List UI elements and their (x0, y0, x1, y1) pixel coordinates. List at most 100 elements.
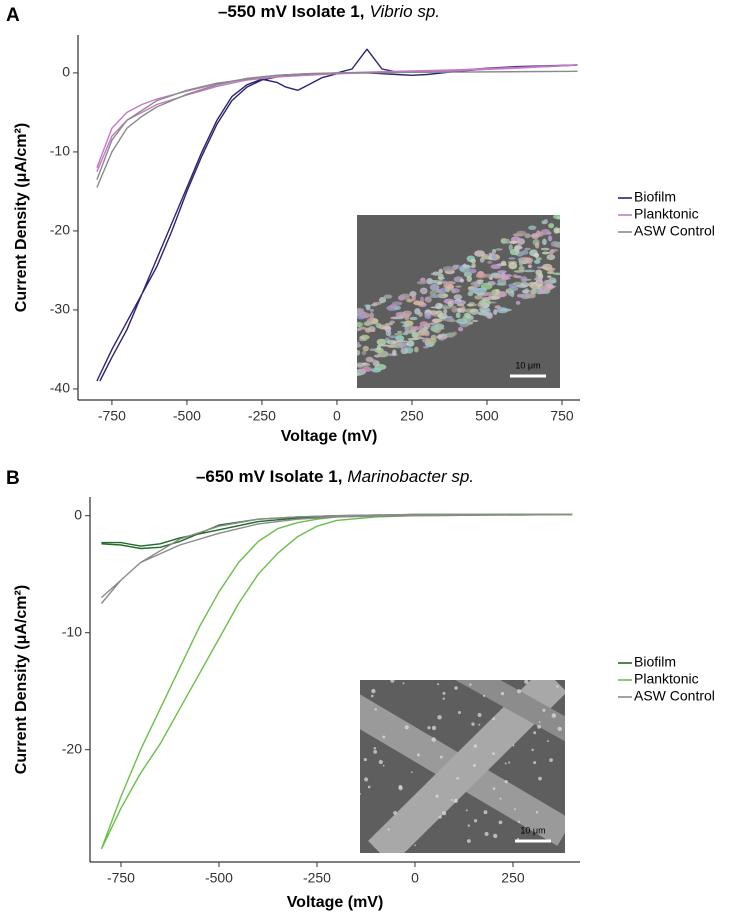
texture-blob (462, 264, 471, 269)
texture-blob (357, 349, 361, 356)
texture-blob (550, 248, 555, 254)
texture-blob (399, 293, 411, 298)
texture-speck (484, 831, 489, 837)
texture-blob (519, 260, 524, 267)
texture-blob (453, 294, 463, 300)
texture-blob (429, 290, 437, 296)
texture-blob (413, 325, 419, 331)
texture-blob (440, 333, 448, 336)
texture-blob (521, 289, 529, 294)
series-line (96, 64, 578, 172)
texture-blob (375, 323, 382, 329)
texture-blob (533, 277, 543, 281)
texture-blob (362, 362, 368, 365)
texture-speck (465, 809, 468, 812)
texture-blob (508, 286, 519, 292)
texture-blob (424, 312, 432, 319)
texture-speck (482, 694, 486, 697)
texture-blob (471, 319, 479, 323)
texture-blob (402, 310, 412, 317)
texture-blob (497, 278, 507, 285)
texture-blob (491, 272, 501, 277)
texture-speck (469, 683, 472, 686)
texture-blob (524, 233, 531, 239)
texture-blob (406, 298, 413, 303)
x-tick-label: -750 (107, 870, 135, 886)
texture-blob (357, 373, 362, 376)
texture-blob (521, 249, 529, 255)
texture-blob (524, 247, 531, 251)
texture-blob (538, 287, 547, 295)
title-main: –650 mV Isolate 1, (196, 467, 342, 486)
texture-blob (474, 250, 485, 257)
texture-blob (554, 227, 560, 234)
texture-blob (438, 268, 443, 274)
texture-speck (373, 746, 377, 750)
texture-blob (546, 254, 556, 261)
title-species: Marinobacter sp. (347, 467, 474, 486)
texture-speck (410, 771, 413, 774)
texture-blob (523, 269, 536, 273)
texture-blob (493, 309, 498, 315)
texture-speck (551, 713, 557, 718)
texture-blob (464, 312, 472, 320)
texture-blob (437, 277, 446, 280)
texture-blob (404, 347, 414, 354)
texture-speck (371, 688, 376, 694)
chart-title: –650 mV Isolate 1, Marinobacter sp. (196, 467, 474, 486)
texture-blob (376, 344, 381, 351)
texture-speck (517, 837, 520, 840)
texture-blob (429, 283, 440, 291)
texture-blob (508, 257, 516, 260)
texture-speck (437, 683, 440, 686)
texture-speck (402, 682, 405, 685)
texture-blob (520, 293, 530, 300)
texture-blob (371, 318, 379, 325)
texture-speck (492, 787, 496, 791)
texture-blob (530, 289, 537, 295)
texture-blob (480, 282, 493, 290)
x-tick-label: -250 (248, 408, 276, 424)
x-tick-label: 250 (400, 408, 424, 424)
texture-blob (544, 283, 554, 291)
texture-blob (542, 238, 547, 246)
texture-speck (363, 758, 367, 762)
y-tick-label: -20 (62, 740, 82, 756)
texture-blob (438, 338, 445, 341)
texture-speck (504, 762, 507, 765)
texture-blob (524, 257, 534, 263)
texture-blob (508, 262, 518, 270)
texture-blob (520, 276, 528, 283)
texture-blob (496, 307, 509, 314)
texture-speck (467, 824, 470, 827)
texture-blob (543, 219, 549, 224)
texture-blob (400, 342, 408, 350)
texture-blob (553, 215, 560, 220)
texture-blob (392, 349, 397, 356)
texture-blob (466, 275, 472, 283)
texture-blob (443, 317, 453, 321)
texture-blob (535, 288, 541, 295)
texture-speck (517, 820, 521, 823)
texture-blob (547, 275, 552, 279)
texture-blob (445, 281, 456, 285)
texture-speck (493, 833, 498, 839)
texture-speck (442, 811, 447, 816)
texture-blob (406, 340, 415, 347)
texture-blob (394, 332, 404, 336)
texture-blob (369, 308, 374, 312)
texture-blob (378, 296, 387, 304)
x-tick-label: -750 (98, 408, 126, 424)
texture-speck (492, 752, 495, 756)
texture-blob (424, 331, 430, 337)
texture-speck (478, 723, 481, 726)
texture-blob (470, 258, 477, 264)
texture-speck (498, 820, 503, 825)
y-tick-label: -20 (50, 222, 70, 238)
texture-blob (377, 350, 389, 358)
y-tick-label: 0 (62, 64, 70, 80)
texture-blob (400, 321, 409, 324)
texture-blob (535, 269, 543, 276)
texture-blob (456, 303, 465, 307)
texture-blob (456, 318, 468, 325)
